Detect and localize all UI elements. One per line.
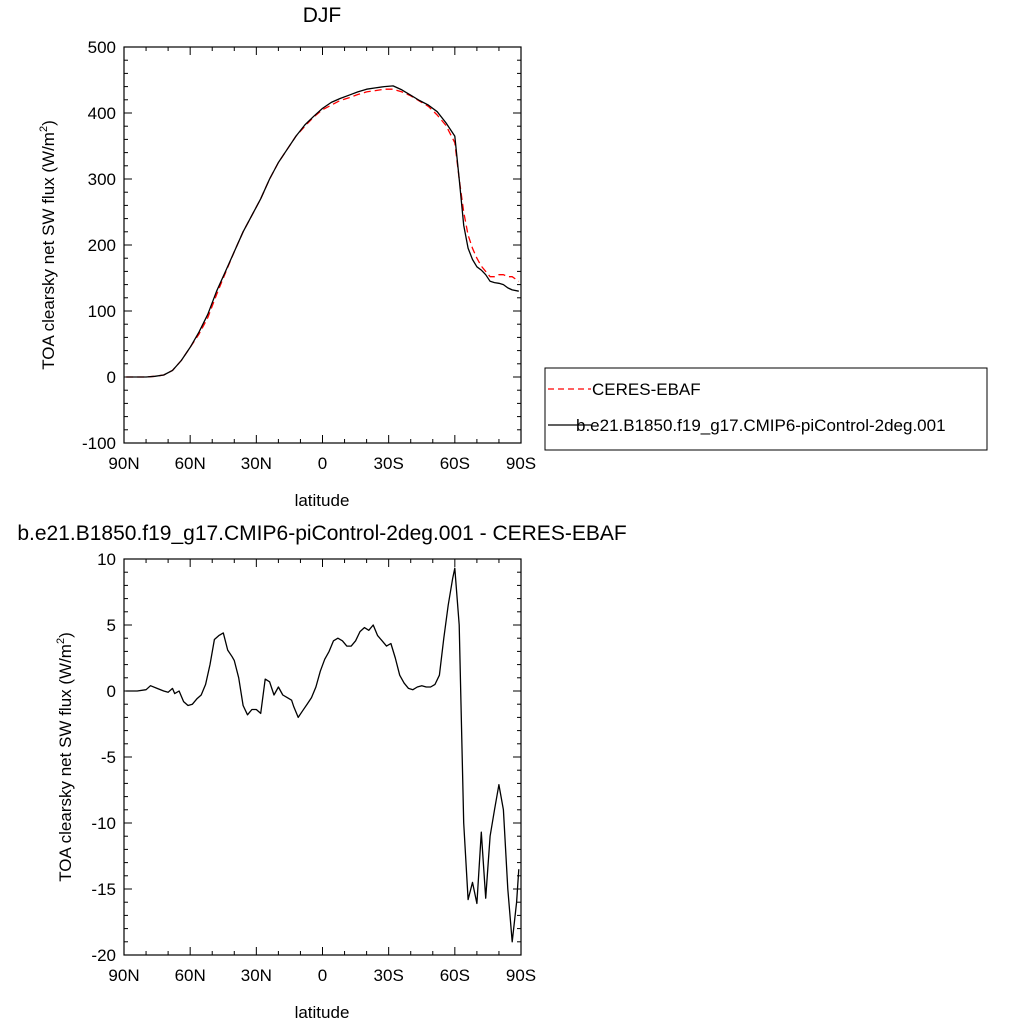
bottom-x-tick-label: 90N bbox=[108, 966, 139, 985]
top-x-tick-label: 30S bbox=[374, 454, 404, 473]
legend-box bbox=[544, 367, 988, 451]
bottom-x-tick-label: 60N bbox=[175, 966, 206, 985]
top-y-tick-label: 200 bbox=[88, 236, 116, 255]
top-y-tick-label: 0 bbox=[107, 368, 116, 387]
top-x-tick-label: 60N bbox=[175, 454, 206, 473]
top-x-tick-label: 30N bbox=[241, 454, 272, 473]
bottom-y-tick-label: -15 bbox=[91, 880, 116, 899]
legend: CERES-EBAF b.e21.B1850.f19_g17.CMIP6-piC… bbox=[544, 367, 988, 451]
top-plot-frame bbox=[123, 46, 522, 444]
bottom-x-tick-label: 90S bbox=[506, 966, 536, 985]
top-series-line-b-e21-b1850-f19-g17-cmip6-picontrol-2deg-001 bbox=[126, 85, 519, 378]
bottom-y-tick-label: 5 bbox=[107, 616, 116, 635]
top-chart-title: DJF bbox=[303, 4, 342, 27]
bottom-chart-series bbox=[126, 567, 520, 943]
top-x-tick-label: 0 bbox=[318, 454, 327, 473]
bottom-x-tick-label: 60S bbox=[440, 966, 470, 985]
top-y-tick-label: 400 bbox=[88, 104, 116, 123]
bottom-y-tick-label: -5 bbox=[101, 748, 116, 767]
climatology-panel: DJF 90N 60N 30N 0 30S 60S 90S -100 0 100 200 300 400… bbox=[38, 4, 536, 510]
top-y-axis-label-superscript: 2 bbox=[38, 126, 50, 132]
bottom-chart-ticks: 90N 60N 30N 0 30S 60S 90S -20 -15 -10 -5 0 5 10 bbox=[91, 550, 536, 985]
bottom-x-tick-label: 30S bbox=[374, 966, 404, 985]
top-y-axis-label: TOA clearsky net SW flux (W/m2) bbox=[38, 120, 58, 370]
bottom-y-tick-label: 0 bbox=[107, 682, 116, 701]
top-y-tick-label: 500 bbox=[88, 38, 116, 57]
top-chart-ticks: 90N 60N 30N 0 30S 60S 90S -100 0 100 200 300 400 500 bbox=[82, 38, 536, 473]
bottom-y-axis-label: TOA clearsky net SW flux (W/m2) bbox=[55, 632, 75, 882]
top-x-tick-label: 90S bbox=[506, 454, 536, 473]
bottom-y-tick-label: -20 bbox=[91, 946, 116, 965]
legend-label-model: b.e21.B1850.f19_g17.CMIP6-piControl-2deg… bbox=[576, 416, 946, 435]
bottom-x-tick-label: 0 bbox=[318, 966, 327, 985]
bottom-plot-frame bbox=[123, 558, 522, 956]
top-x-tick-label: 60S bbox=[440, 454, 470, 473]
top-x-tick-label: 90N bbox=[108, 454, 139, 473]
top-y-tick-label: 300 bbox=[88, 170, 116, 189]
legend-label-ceres: CERES-EBAF bbox=[592, 380, 701, 399]
bottom-x-tick-label: 30N bbox=[241, 966, 272, 985]
bottom-y-axis-label-end: ) bbox=[56, 632, 75, 638]
top-x-axis-label: latitude bbox=[295, 491, 350, 510]
bottom-series-line-0 bbox=[126, 567, 520, 943]
bottom-y-axis-label-main: TOA clearsky net SW flux (W/m bbox=[56, 644, 75, 882]
bottom-y-tick-label: -10 bbox=[91, 814, 116, 833]
bottom-y-axis-label-superscript: 2 bbox=[55, 638, 67, 644]
bottom-y-tick-label: 10 bbox=[97, 550, 116, 569]
top-y-tick-label: 100 bbox=[88, 302, 116, 321]
bottom-chart-title: b.e21.B1850.f19_g17.CMIP6-piControl-2deg… bbox=[17, 522, 626, 545]
top-chart-series bbox=[126, 85, 520, 378]
bottom-x-axis-label: latitude bbox=[295, 1003, 350, 1022]
top-y-axis-label-main: TOA clearsky net SW flux (W/m bbox=[39, 132, 58, 370]
difference-panel: b.e21.B1850.f19_g17.CMIP6-piControl-2deg… bbox=[17, 522, 626, 1022]
top-y-axis-label-end: ) bbox=[39, 120, 58, 126]
top-series-line-ceres-ebaf bbox=[126, 88, 520, 378]
top-y-tick-label: -100 bbox=[82, 434, 116, 453]
